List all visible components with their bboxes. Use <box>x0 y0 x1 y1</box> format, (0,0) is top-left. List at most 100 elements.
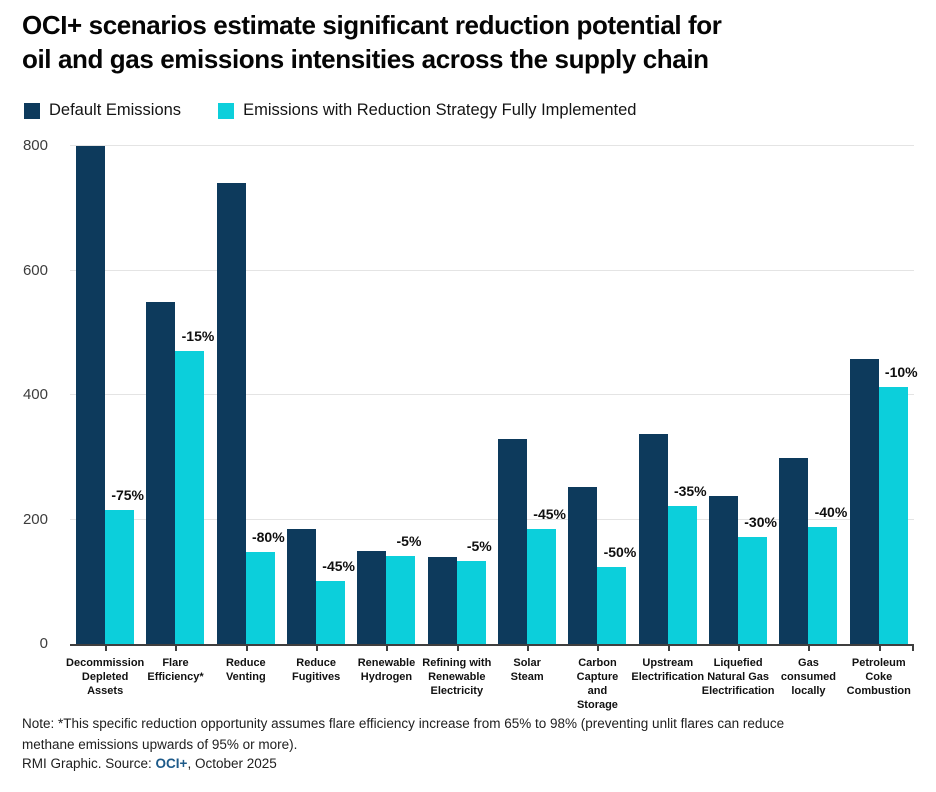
reduction-percent-label: -15% <box>181 328 215 345</box>
reduction-percent-label: -50% <box>603 543 637 560</box>
axis-end-tick-icon <box>912 646 914 651</box>
attribution-prefix: RMI Graphic. Source: <box>22 756 156 771</box>
gridline-800 <box>70 145 914 146</box>
bar-pair: -40% <box>779 457 847 644</box>
reduction-percent-label: -5% <box>396 532 422 549</box>
bar-group: -45% Solar Steam <box>492 146 566 683</box>
reduction-percent-label: -45% <box>322 557 355 574</box>
bar-pair: -45% <box>287 528 355 644</box>
attribution: RMI Graphic. Source: OCI+, October 2025 <box>22 756 277 771</box>
category-label: Flare Efficiency* <box>147 657 204 683</box>
bar-reduction-emissions: -15% <box>175 328 214 644</box>
category-label: Gas consumed locally <box>780 657 836 697</box>
category-label: Liquefied Natural Gas Electrification <box>701 657 775 697</box>
bar-reduction-emissions: -45% <box>527 506 566 644</box>
legend-label-reduction-emissions: Emissions with Reduction Strategy Fully … <box>243 101 637 119</box>
chart-title: OCI+ scenarios estimate significant redu… <box>22 8 912 76</box>
bar-reduction-emissions: -30% <box>738 514 777 644</box>
x-axis-tick-icon <box>456 646 459 651</box>
x-axis-tick-icon <box>738 646 741 651</box>
x-axis-tick-icon <box>667 646 670 651</box>
x-axis-tick-icon <box>808 646 811 651</box>
bar-pair: -35% <box>638 433 707 644</box>
bar-reduction-emissions: -80% <box>245 529 285 644</box>
bar-pair: -5% <box>357 533 421 644</box>
bar-default-emissions <box>76 146 106 644</box>
bar-reduction-emissions: -35% <box>667 483 707 644</box>
bar-default-emissions <box>779 457 809 644</box>
bar-group: -50% Carbon Capture and Storage <box>562 146 636 711</box>
gridline-600 <box>70 269 914 271</box>
bar-group: -80% Reduce Venting <box>211 146 285 683</box>
bar-pair: -5% <box>427 538 492 644</box>
x-axis-tick-icon <box>386 646 389 651</box>
reduction-percent-label: -35% <box>673 482 707 499</box>
x-axis-tick-icon <box>597 646 600 651</box>
bar-pair: -50% <box>568 487 636 644</box>
footnote: Note: *This specific reduction opportuni… <box>22 713 882 755</box>
x-axis-tick-icon <box>316 646 319 651</box>
footnote-line2: methane emissions upwards of 95% or more… <box>22 737 298 752</box>
category-label: Reduce Venting <box>225 657 266 683</box>
bar-group: -45% Reduce Fugitives <box>281 146 355 683</box>
bar-group: -40% Gas consumed locally <box>773 146 847 697</box>
category-label: Reduce Fugitives <box>291 657 341 683</box>
bar-pair: -45% <box>498 438 566 644</box>
bar-default-emissions <box>357 550 387 644</box>
bar-default-emissions <box>287 528 317 644</box>
bar-default-emissions <box>638 433 668 644</box>
category-label: Decommission Depleted Assets <box>66 657 145 697</box>
bar-pair: -80% <box>216 183 285 644</box>
y-tick-label-800: 800 <box>22 137 48 154</box>
reduction-percent-label: -80% <box>251 528 285 545</box>
reduction-percent-label: -10% <box>884 363 918 380</box>
chart-title-line2: oil and gas emissions intensities across… <box>22 44 709 74</box>
bar-reduction-emissions: -75% <box>105 487 144 644</box>
reduction-percent-label: -75% <box>111 487 144 504</box>
bar-reduction-emissions: -40% <box>808 504 847 644</box>
x-axis-tick-icon <box>527 646 530 651</box>
gridline-200 <box>70 518 914 520</box>
bar-group: -10% Petroleum Coke Combustion <box>844 146 918 697</box>
reduction-percent-label: -30% <box>744 513 777 530</box>
bar-group: -30% Liquefied Natural Gas Electrification <box>702 146 777 697</box>
category-label: Carbon Capture and Storage <box>576 657 619 711</box>
legend-label-default-emissions: Default Emissions <box>49 101 182 119</box>
bar-pair: -75% <box>76 146 144 644</box>
legend: Default Emissions Emissions with Reducti… <box>24 101 636 120</box>
bar-pair: -15% <box>146 301 214 644</box>
bar-default-emissions <box>146 301 176 644</box>
reduction-percent-label: -45% <box>533 505 566 522</box>
y-tick-label-400: 400 <box>22 386 48 403</box>
y-axis-labels: 0 200 400 600 800 <box>0 137 48 652</box>
category-label: Solar Steam <box>510 657 544 683</box>
bar-reduction-emissions: -5% <box>386 533 421 644</box>
bar-group: -75% Decommission Depleted Assets <box>66 146 144 697</box>
bar-group: -35% Upstream Electrification <box>631 146 707 683</box>
footnote-line1: Note: *This specific reduction opportuni… <box>22 716 785 731</box>
gridline-400 <box>70 394 914 395</box>
bar-default-emissions <box>216 183 246 644</box>
bar-reduction-emissions: -10% <box>878 364 918 644</box>
bar-reduction-emissions: -45% <box>316 558 355 644</box>
bar-default-emissions <box>568 487 598 644</box>
x-axis-tick-icon <box>105 646 108 651</box>
attribution-suffix: , October 2025 <box>187 756 277 771</box>
bar-groups: -75% Decommission Depleted Assets -15% Flare E… <box>66 146 918 711</box>
source-link[interactable]: OCI+ <box>155 756 188 771</box>
y-tick-label-200: 200 <box>22 510 48 528</box>
bar-default-emissions <box>427 556 457 644</box>
x-axis-tick-icon <box>878 646 881 651</box>
bar-group: -5% Refining with Renewable Electricity <box>422 146 492 697</box>
bar-pair: -10% <box>849 358 918 644</box>
legend-item-default-emissions: Default Emissions <box>24 101 181 120</box>
plot-area: -75% Decommission Depleted Assets -15% Flare E… <box>66 145 918 711</box>
x-axis-tick-icon <box>245 646 248 651</box>
reduction-percent-label: -40% <box>814 503 848 520</box>
bar-reduction-emissions: -5% <box>456 538 492 644</box>
bar-group: -15% Flare Efficiency* <box>140 146 214 683</box>
bar-default-emissions <box>849 358 879 644</box>
bar-reduction-emissions: -50% <box>597 544 636 644</box>
y-tick-label-600: 600 <box>22 261 48 279</box>
